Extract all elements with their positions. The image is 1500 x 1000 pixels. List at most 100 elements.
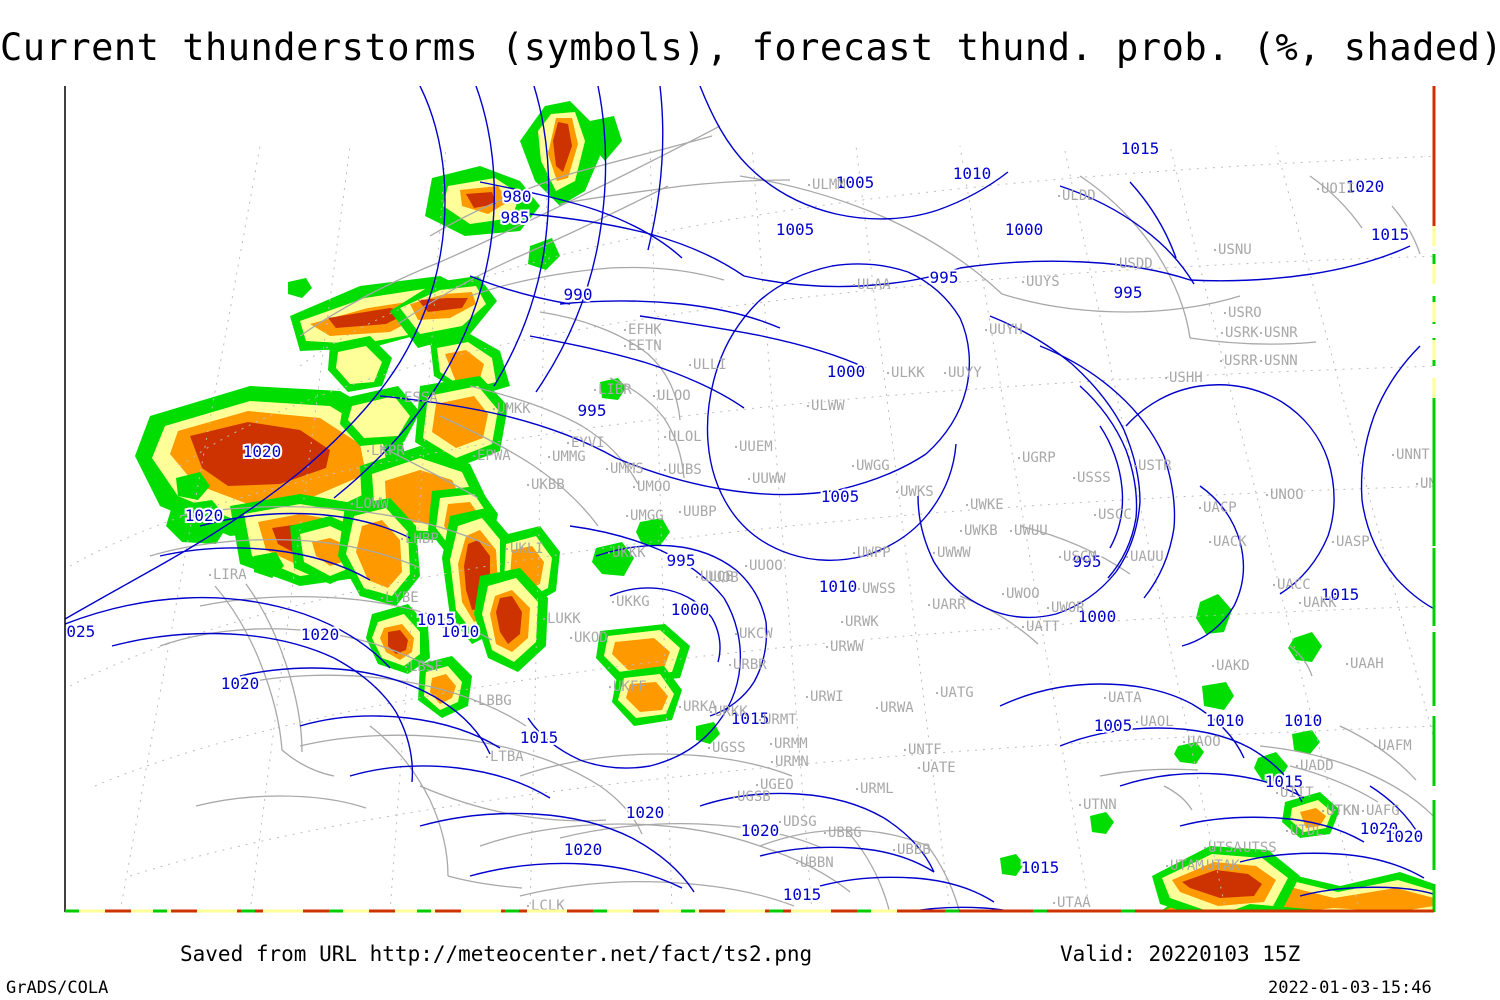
station-id-text: UBBG <box>828 825 862 841</box>
map-panel[interactable]: 980 985 990 995 995 995 995 995 1000 1000 1000 1000… <box>0 86 1500 914</box>
station-marker-dot <box>917 766 921 770</box>
station-marker-dot <box>608 685 612 689</box>
station-id-text: UMMS <box>610 461 644 477</box>
station-id-text: UMOO <box>637 479 671 495</box>
station-label: URWW <box>825 639 864 655</box>
station-marker-dot <box>1316 187 1320 191</box>
isobar-label: 1000 <box>1005 220 1044 239</box>
station-label: UBBN <box>795 855 834 871</box>
isobar-label: 1015 <box>1321 585 1360 604</box>
station-label: UNNT <box>1391 447 1430 463</box>
station-id-text: EPWA <box>477 448 511 464</box>
station-marker-dot <box>1165 864 1169 868</box>
station-id-text: USNR <box>1264 325 1298 341</box>
isobar-label: 1020 <box>564 840 603 859</box>
station-label: ULMM <box>807 177 846 193</box>
isobar-label: 1015 <box>731 709 770 728</box>
station-label: UADD <box>1295 758 1334 774</box>
station-label: LUKK <box>542 611 581 627</box>
station-id-text: UTKN <box>1326 803 1360 819</box>
station-marker-dot <box>350 502 354 506</box>
station-label: EETN <box>623 338 662 354</box>
station-id-text: USRO <box>1228 305 1262 321</box>
station-id-text: LIRA <box>213 567 247 583</box>
station-id-text: ULMM <box>812 177 846 193</box>
station-marker-dot <box>1238 846 1242 850</box>
isobar-label: 990 <box>564 285 593 304</box>
station-marker-dot <box>695 575 699 579</box>
station-id-text: URWI <box>810 689 844 705</box>
station-id-text: UWKB <box>964 523 998 539</box>
station-label: UWOO <box>1001 586 1040 602</box>
shading-scattered <box>176 238 1320 876</box>
station-id-text: UWPP <box>857 545 891 561</box>
station-label: ULLI <box>688 357 727 373</box>
valid-time-text: Valid: 20220103 15Z <box>1060 942 1301 966</box>
station-label: UKKG <box>611 594 650 610</box>
isobar-label: 995 <box>1073 552 1102 571</box>
station-label: UWOR <box>1046 600 1085 616</box>
station-label: UMMG <box>547 449 586 465</box>
station-label: URWK <box>840 614 879 630</box>
station-id-text: UTAM <box>1170 858 1204 874</box>
station-marker-dot <box>1298 601 1302 605</box>
station-marker-dot <box>927 603 931 607</box>
station-label: ULAA <box>852 277 891 293</box>
station-label: UOII <box>1316 181 1355 197</box>
station-marker-dot <box>875 706 879 710</box>
station-label: UGSS <box>707 740 746 756</box>
station-id-text: EETN <box>628 338 662 354</box>
station-label: ESSA <box>399 390 438 406</box>
isobar-label: 1005 <box>1094 716 1133 735</box>
station-label: USHH <box>1164 370 1203 386</box>
station-marker-dot <box>1211 664 1215 668</box>
station-marker-dot <box>1331 540 1335 544</box>
station-id-text: UKBB <box>531 477 565 493</box>
station-label: URMT <box>758 712 797 728</box>
isobar-label: 995 <box>930 268 959 287</box>
station-label: LOWW <box>350 496 389 512</box>
station-label: ULKK <box>886 365 925 381</box>
station-marker-dot <box>1223 311 1227 315</box>
station-id-text: UWOR <box>1051 600 1085 616</box>
station-label: UTSA <box>1203 840 1242 856</box>
station-label: UTNN <box>1078 797 1117 813</box>
isobar-label: 1015 <box>783 885 822 904</box>
station-marker-dot <box>542 617 546 621</box>
station-marker-dot <box>744 564 748 568</box>
station-label: UACP <box>1198 500 1237 516</box>
station-marker-dot <box>485 755 489 759</box>
thunderstorm-probability-shading <box>135 101 1434 912</box>
station-marker-dot <box>652 394 656 398</box>
station-marker-dot <box>984 328 988 332</box>
station-id-text: UUOO <box>749 558 783 574</box>
station-marker-dot <box>855 787 859 791</box>
station-id-text: UUQB <box>700 569 734 585</box>
station-marker-dot <box>632 485 636 489</box>
station-marker-dot <box>623 328 627 332</box>
station-label: UAKK <box>1298 595 1337 611</box>
station-marker-dot <box>663 435 667 439</box>
isobar-label: 1020 <box>626 803 665 822</box>
station-id-text: UWKS <box>900 484 934 500</box>
station-id-text: UTNN <box>1083 797 1117 813</box>
station-label: UGEO <box>755 777 794 793</box>
map-canvas[interactable]: 980 985 990 995 995 995 995 995 1000 1000 1000 1000… <box>0 86 1500 914</box>
station-label: UBBB <box>892 842 931 858</box>
station-id-text: UUYY <box>948 365 982 381</box>
station-marker-dot <box>1164 376 1168 380</box>
isobar-label: 1020 <box>243 442 282 461</box>
station-id-text: ULOO <box>657 388 691 404</box>
station-id-text: UAKD <box>1216 658 1250 674</box>
isobar-label: 1020 <box>185 506 224 525</box>
station-label: UTAM <box>1165 858 1204 874</box>
station-marker-dot <box>840 620 844 624</box>
station-marker-dot <box>755 783 759 787</box>
station-marker-dot <box>823 831 827 835</box>
station-id-text: UGSB <box>737 789 771 805</box>
station-marker-dot <box>1275 791 1279 795</box>
station-marker-dot <box>1021 280 1025 284</box>
station-marker-dot <box>1072 476 1076 480</box>
page-title: Current thunderstorms (symbols), forecas… <box>0 26 1500 69</box>
station-id-text: UNNT <box>1396 447 1430 463</box>
